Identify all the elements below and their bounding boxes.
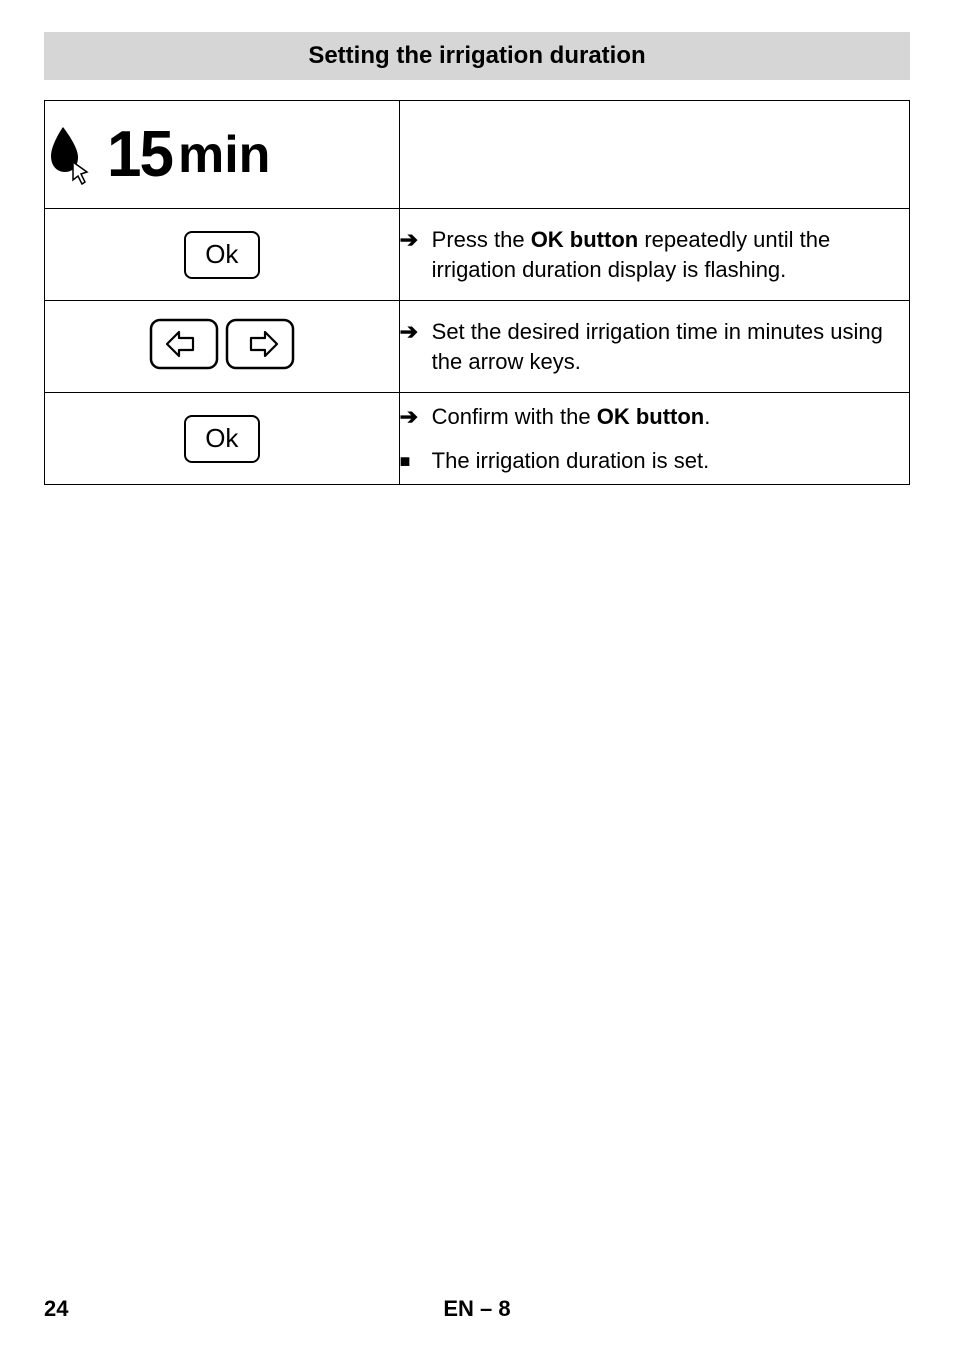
arrow-bullet-icon: ➔ (400, 402, 422, 432)
instruction-cell: ➔ Set the desired irrigation time in min… (399, 301, 909, 393)
button-cell: Ok (45, 209, 400, 301)
button-cell (45, 301, 400, 393)
table-row: Ok ➔ Confirm with the OK button. ■ The i… (45, 393, 910, 485)
duration-unit: min (178, 129, 270, 181)
instruction-line: ➔ Press the OK button repeatedly until t… (400, 225, 909, 284)
page-number: 24 (44, 1296, 104, 1322)
arrow-left-button[interactable] (149, 318, 219, 370)
page-container: Setting the irrigation duration (0, 0, 954, 1354)
table-row: 15 min (45, 101, 910, 209)
empty-cell (399, 101, 909, 209)
instruction-line: ➔ Set the desired irrigation time in min… (400, 317, 909, 376)
instruction-text: Confirm with the OK button. (432, 402, 909, 432)
instruction-cell: ➔ Press the OK button repeatedly until t… (399, 209, 909, 301)
water-drop-timer-icon (45, 124, 99, 186)
instruction-table: 15 min Ok ➔ Press the OK button repeated… (44, 100, 910, 485)
section-heading: Setting the irrigation duration (44, 32, 910, 80)
arrow-bullet-icon: ➔ (400, 317, 422, 376)
table-row: Ok ➔ Press the OK button repeatedly unti… (45, 209, 910, 301)
ok-button[interactable]: Ok (184, 231, 260, 279)
arrow-bullet-icon: ➔ (400, 225, 422, 284)
instruction-cell: ➔ Confirm with the OK button. ■ The irri… (399, 393, 909, 485)
table-row: ➔ Set the desired irrigation time in min… (45, 301, 910, 393)
button-cell: Ok (45, 393, 400, 485)
instruction-text: Set the desired irrigation time in minut… (432, 317, 909, 376)
arrow-buttons-group (149, 318, 295, 370)
display-cell: 15 min (45, 101, 400, 209)
instruction-text: The irrigation duration is set. (432, 446, 909, 476)
arrow-right-button[interactable] (225, 318, 295, 370)
page-code: EN – 8 (104, 1296, 850, 1322)
duration-number: 15 (107, 122, 172, 187)
duration-display: 15 min (45, 124, 399, 186)
square-bullet-icon: ■ (400, 446, 422, 476)
page-footer: 24 EN – 8 (44, 1296, 910, 1326)
instruction-text: Press the OK button repeatedly until the… (432, 225, 909, 284)
ok-button[interactable]: Ok (184, 415, 260, 463)
instruction-line: ➔ Confirm with the OK button. (400, 402, 909, 432)
instruction-line: ■ The irrigation duration is set. (400, 446, 909, 476)
